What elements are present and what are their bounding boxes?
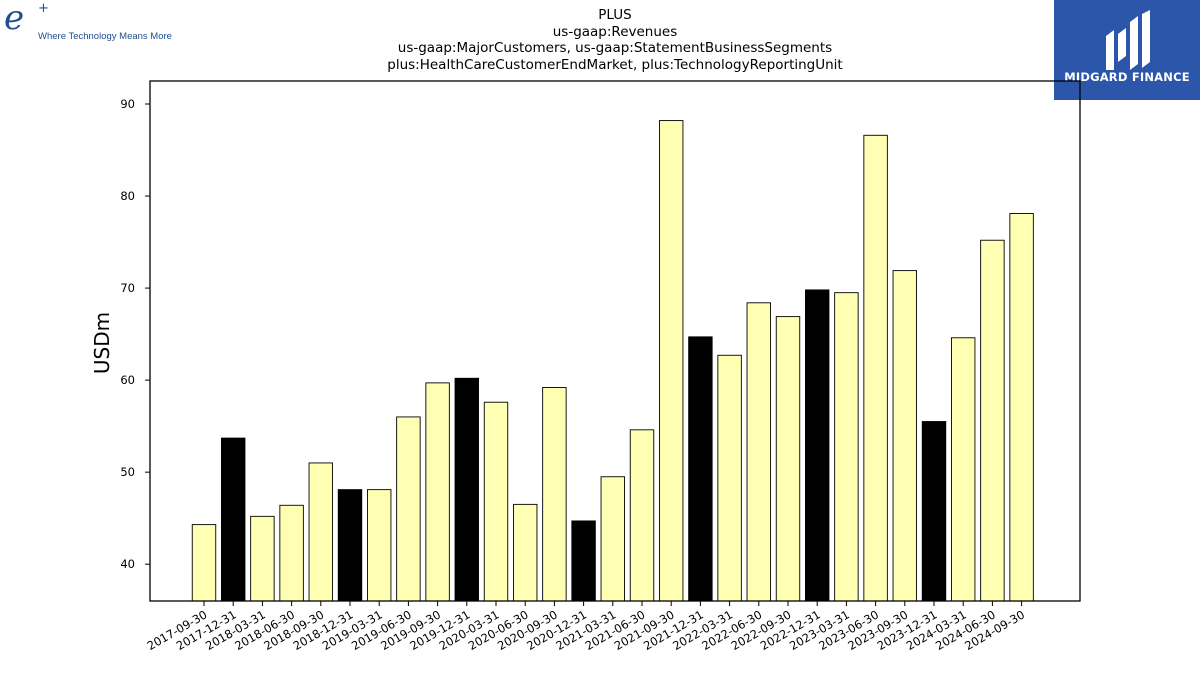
right-logo: MIDGARD FINANCE xyxy=(1054,0,1200,100)
e-logo-mark: e xyxy=(4,0,25,38)
bar xyxy=(921,421,947,602)
bar xyxy=(980,239,1005,602)
title-line: us-gaap:MajorCustomers, us-gaap:Statemen… xyxy=(397,40,833,56)
axes-frame xyxy=(149,80,1081,602)
title-line: us-gaap:Revenues xyxy=(552,23,678,40)
logo-tagline: Where Technology Means More xyxy=(38,31,172,42)
bar xyxy=(717,354,742,602)
left-logo: e + Where Technology Means More xyxy=(4,0,204,47)
bar xyxy=(834,292,859,602)
bar xyxy=(892,270,917,602)
bar xyxy=(513,503,538,602)
y-tick-label: 50 xyxy=(120,465,135,479)
bar xyxy=(951,337,976,602)
chart-title: PLUS us-gaap:Revenues us-gaap:MajorCusto… xyxy=(150,7,1080,73)
bar xyxy=(425,382,450,602)
bar xyxy=(629,429,655,602)
y-tick-label: 60 xyxy=(120,373,135,387)
bar xyxy=(600,476,625,602)
bar xyxy=(367,489,392,602)
bar xyxy=(483,401,509,602)
y-tick-label: 70 xyxy=(120,281,135,295)
y-tick-label: 90 xyxy=(120,97,135,111)
bar xyxy=(805,289,830,602)
bar xyxy=(250,515,275,602)
bar xyxy=(191,524,217,602)
right-brand-text: MIDGARD FINANCE xyxy=(1064,70,1190,84)
y-tick-label: 80 xyxy=(120,189,135,203)
bar xyxy=(688,336,713,602)
bar xyxy=(308,462,333,602)
bar xyxy=(220,437,246,602)
y-axis-label: USDm xyxy=(90,312,114,374)
bar xyxy=(863,134,888,602)
bar xyxy=(1009,213,1034,602)
bar xyxy=(775,316,801,602)
bar xyxy=(279,504,304,602)
bar xyxy=(396,416,421,602)
bar xyxy=(454,377,479,602)
bars-group xyxy=(191,120,1034,602)
logo-plus-mark: + xyxy=(38,1,49,16)
bar xyxy=(571,520,596,602)
title-line: PLUS xyxy=(598,7,632,23)
bar xyxy=(659,120,684,602)
y-axis: 40 50 60 70 80 90 xyxy=(120,97,150,571)
title-line: plus:HealthCareCustomerEndMarket, plus:T… xyxy=(387,56,843,73)
bar xyxy=(337,489,363,602)
midgard-logo-icon xyxy=(1106,10,1150,70)
bar xyxy=(746,302,771,602)
x-axis: 2017-09-302017-12-312018-03-312018-06-30… xyxy=(145,601,1027,653)
y-tick-label: 40 xyxy=(120,557,135,571)
bar xyxy=(542,387,567,602)
